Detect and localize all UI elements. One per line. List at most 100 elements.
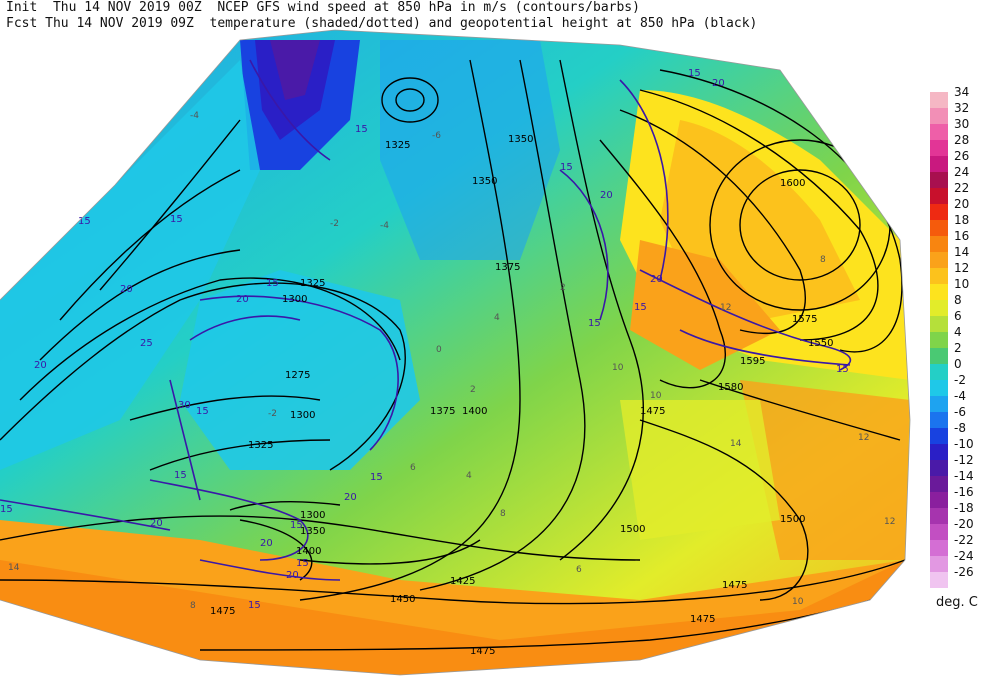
colorbar-swatch [930, 284, 948, 300]
temp-label: 6 [576, 565, 582, 575]
colorbar-swatch [930, 236, 948, 252]
colorbar-swatch [930, 268, 948, 284]
colorbar-label: 0 [954, 357, 962, 371]
colorbar-swatch [930, 572, 948, 588]
height-label: 1475 [470, 646, 495, 657]
colorbar-label: 12 [954, 261, 970, 275]
height-label: 1580 [718, 382, 743, 393]
temp-label: 4 [466, 471, 472, 481]
colorbar-label: 14 [954, 245, 970, 259]
wind-label: 20 [34, 360, 47, 371]
height-label: 1350 [300, 526, 325, 537]
colorbar-label: 2 [954, 341, 962, 355]
wind-label: 15 [836, 364, 849, 375]
height-label: 1475 [640, 406, 665, 417]
temp-label: -4 [190, 111, 199, 121]
colorbar-label: -14 [954, 469, 974, 483]
colorbar-swatch [930, 172, 948, 188]
colorbar-label: 34 [954, 85, 970, 99]
colorbar-swatch [930, 316, 948, 332]
height-label: 1325 [300, 278, 325, 289]
temp-label: 8 [190, 601, 196, 611]
temp-label: 12 [858, 433, 869, 443]
colorbar-units: deg. C [936, 595, 978, 610]
colorbar-label: -10 [954, 437, 974, 451]
height-label: 1400 [462, 406, 487, 417]
wind-label: 15 [290, 520, 303, 531]
colorbar-label: 10 [954, 277, 970, 291]
height-label: 1500 [620, 524, 645, 535]
colorbar-label: 6 [954, 309, 962, 323]
temp-label: 0 [436, 345, 442, 355]
wind-label: 20 [236, 294, 249, 305]
wind-label: 20 [260, 538, 273, 549]
wind-label: 15 [560, 162, 573, 173]
colorbar-label: -6 [954, 405, 966, 419]
wind-label: 15 [170, 214, 183, 225]
height-label: 1300 [300, 510, 325, 521]
colorbar-swatch [930, 252, 948, 268]
colorbar-label: 4 [954, 325, 962, 339]
colorbar-label: -16 [954, 485, 974, 499]
colorbar-label: 26 [954, 149, 970, 163]
colorbar-label: -22 [954, 533, 974, 547]
wind-label: 15 [266, 278, 279, 289]
colorbar-swatch [930, 204, 948, 220]
height-label: 1350 [472, 176, 497, 187]
colorbar-swatch [930, 92, 948, 108]
colorbar-swatch [930, 540, 948, 556]
colorbar-swatch [930, 460, 948, 476]
height-label: 1425 [450, 576, 475, 587]
wind-label: 20 [650, 274, 663, 285]
colorbar-swatch [930, 428, 948, 444]
temp-label: 14 [730, 439, 742, 449]
temp-label: 6 [410, 463, 416, 473]
temp-label: 14 [8, 563, 20, 573]
temp-label: 4 [494, 313, 500, 323]
colorbar-label: -12 [954, 453, 974, 467]
header-forecast-line: Fcst Thu 14 NOV 2019 09Z temperature (sh… [6, 16, 758, 31]
wind-label: 20 [712, 78, 725, 89]
height-label: 1325 [385, 140, 410, 151]
temp-label: 12 [720, 303, 731, 313]
colorbar-swatch [930, 332, 948, 348]
colorbar-label: -2 [954, 373, 966, 387]
wind-label: 25 [140, 338, 153, 349]
height-label: 1575 [792, 314, 817, 325]
colorbar-swatch [930, 300, 948, 316]
colorbar-swatch [930, 492, 948, 508]
wind-label: 15 [370, 472, 383, 483]
temp-label: 2 [560, 283, 566, 293]
height-label: 1275 [285, 370, 310, 381]
colorbar-swatch [930, 476, 948, 492]
colorbar-swatch [930, 188, 948, 204]
wind-label: 15 [248, 600, 261, 611]
wind-contours [0, 59, 852, 581]
colorbar-swatch [930, 108, 948, 124]
height-label: 1500 [780, 514, 805, 525]
colorbar-label: 32 [954, 101, 970, 115]
colorbar-swatch [930, 556, 948, 572]
wind-label: 15 [634, 302, 647, 313]
wind-label: 15 [196, 406, 209, 417]
header-init-line: Init Thu 14 NOV 2019 00Z NCEP GFS wind s… [6, 0, 640, 15]
colorbar-swatch [930, 508, 948, 524]
wind-label: 15 [78, 216, 91, 227]
colorbar-label: 22 [954, 181, 970, 195]
colorbar-label: -24 [954, 549, 974, 563]
colorbar-swatch [930, 412, 948, 428]
wind-label: 20 [120, 284, 133, 295]
height-label: 1600 [780, 178, 805, 189]
height-label: 1475 [722, 580, 747, 591]
colorbar-label: 24 [954, 165, 970, 179]
height-label: 1375 [495, 262, 520, 273]
temp-label: -6 [432, 131, 441, 141]
height-label: 1475 [690, 614, 715, 625]
map-domain-edge [0, 29, 911, 676]
temp-label: -2 [268, 409, 277, 419]
temp-label: 2 [470, 385, 476, 395]
colorbar-label: -20 [954, 517, 974, 531]
temp-label: 12 [884, 517, 895, 527]
temp-label: 10 [612, 363, 624, 373]
